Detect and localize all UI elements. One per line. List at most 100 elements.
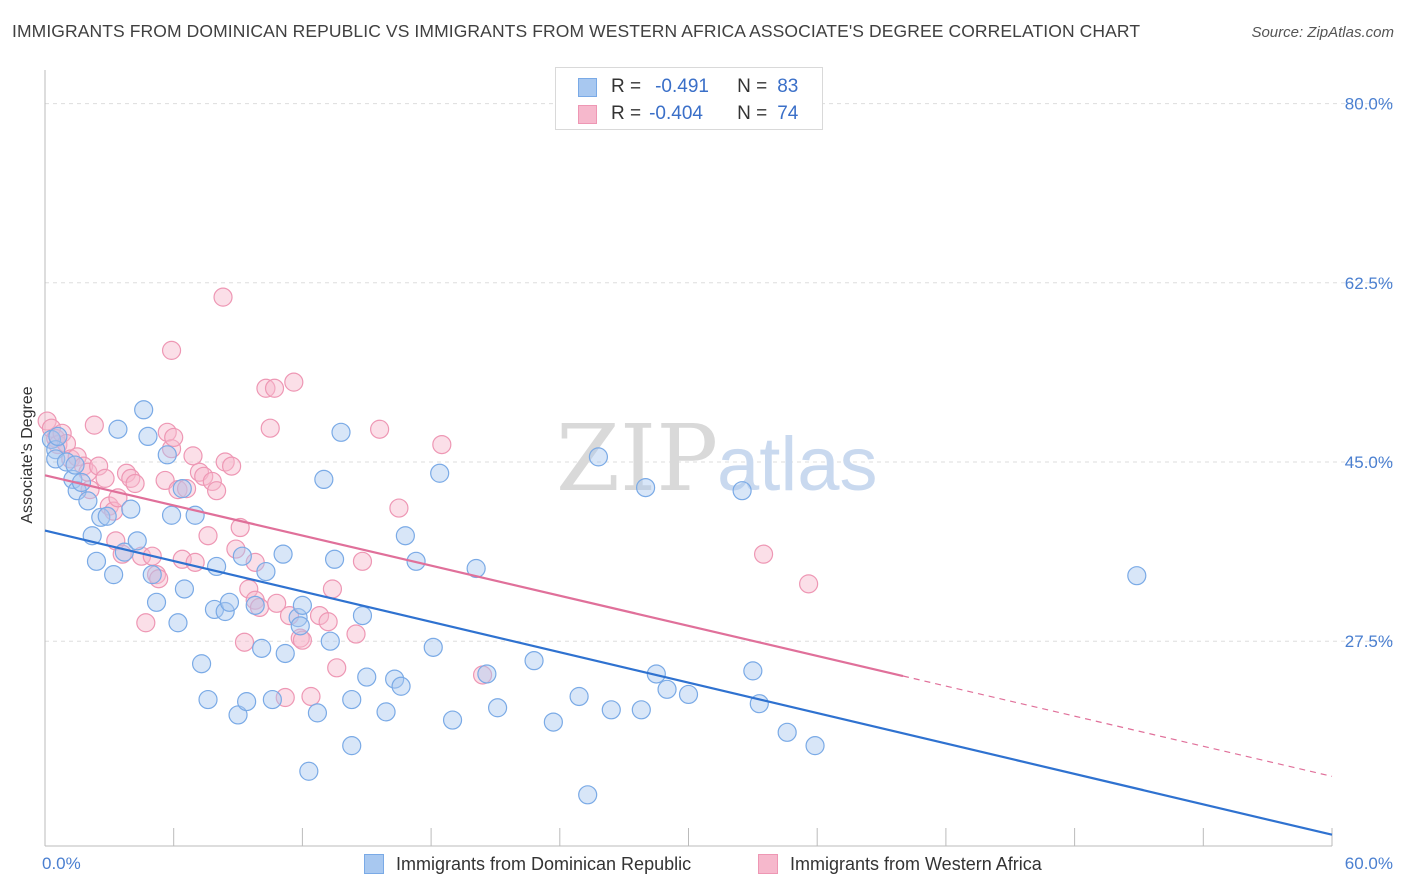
dominican-republic-point xyxy=(273,544,293,564)
dominican-republic-point xyxy=(442,710,463,730)
dominican-republic-point xyxy=(391,676,411,696)
watermark: ZIP atlas xyxy=(556,405,878,512)
western-africa-point xyxy=(136,613,156,633)
dominican-republic-point xyxy=(232,546,252,566)
x-tick-label-max: 60.0% xyxy=(1345,854,1393,873)
dominican-republic-point xyxy=(157,445,177,465)
western-africa-point xyxy=(234,632,255,652)
legend-r-label: R = xyxy=(611,103,642,124)
dominican-republic-point xyxy=(395,526,415,546)
western-africa-point xyxy=(198,526,218,546)
dominican-republic-point xyxy=(743,661,763,681)
dominican-republic-point xyxy=(275,643,295,664)
bottom-legend-swatch-pink xyxy=(758,854,778,874)
western-africa-point xyxy=(327,658,347,678)
western-africa-point xyxy=(239,579,259,599)
dominican-republic-point xyxy=(91,507,111,527)
legend-r-value: -0.491 xyxy=(655,76,709,97)
western-africa-point xyxy=(264,378,285,398)
dominican-republic-point xyxy=(146,592,167,612)
dominican-republic-point xyxy=(578,785,598,805)
western-africa-point xyxy=(284,372,304,392)
watermark-zip: ZIP xyxy=(556,405,718,512)
western-africa-trend-extension xyxy=(902,675,1333,777)
western-africa-point xyxy=(389,498,409,518)
dominican-republic-point xyxy=(631,700,651,720)
western-africa-point xyxy=(161,340,182,360)
dominican-republic-point xyxy=(228,705,248,725)
dominican-republic-point xyxy=(320,631,340,651)
trend-lines xyxy=(44,474,1333,836)
dominican-republic-point xyxy=(543,712,563,732)
dominican-republic-point xyxy=(65,455,85,475)
western-africa-point xyxy=(207,481,227,501)
dominican-republic-point xyxy=(97,506,117,526)
y-tick-label: 80.0% xyxy=(1345,95,1393,114)
western-africa-point xyxy=(318,612,338,632)
dominican-republic-point xyxy=(524,651,544,671)
dominican-republic-point xyxy=(657,679,677,699)
legend-swatch-blue xyxy=(578,77,597,97)
dominican-republic-point xyxy=(215,601,235,622)
western-africa-point xyxy=(753,544,774,564)
western-africa-point xyxy=(346,624,366,644)
western-africa-point xyxy=(155,470,175,491)
dominican-republic-point xyxy=(48,426,68,446)
watermark-atlas: atlas xyxy=(717,422,878,507)
dominican-republic-point xyxy=(324,549,345,569)
dominican-trend-line xyxy=(44,529,1333,836)
dominican-republic-point xyxy=(487,698,508,718)
dominican-republic-point xyxy=(342,736,362,756)
dominican-republic-point xyxy=(219,592,240,612)
legend-r-label: R = xyxy=(611,76,642,97)
legend-n-label: N = xyxy=(737,76,768,97)
dominican-republic-point xyxy=(477,664,497,684)
western-africa-point xyxy=(176,479,197,499)
dominican-republic-point xyxy=(342,689,362,710)
dominican-republic-point xyxy=(127,531,147,551)
bottom-legend-swatch-blue xyxy=(364,854,384,874)
source-label: Source: ZipAtlas.com xyxy=(1251,24,1394,41)
western-africa-point xyxy=(292,630,312,650)
legend-r-value: -0.404 xyxy=(649,103,703,124)
western-africa-point xyxy=(89,456,109,476)
western-africa-point xyxy=(222,456,242,476)
western-africa-trend-line xyxy=(44,474,904,678)
western-africa-point xyxy=(164,427,184,448)
y-axis-tick-labels: 27.5% 45.0% 62.5% 80.0% xyxy=(1345,95,1393,652)
western-africa-point xyxy=(301,686,321,707)
legend-row-dominican: R = -0.491 N = 83 xyxy=(578,76,798,98)
legend-n-value: 74 xyxy=(777,103,799,124)
western-africa-points xyxy=(37,287,819,708)
dominican-republic-point xyxy=(256,561,276,582)
dominican-republic-point xyxy=(805,736,825,756)
dominican-republic-point xyxy=(466,558,486,579)
dominican-republic-point xyxy=(78,491,98,511)
dominican-republic-point xyxy=(376,702,396,722)
dominican-republic-point xyxy=(168,613,188,633)
western-africa-point xyxy=(267,593,287,613)
chart-title: IMMIGRANTS FROM DOMINICAN REPUBLIC VS IM… xyxy=(12,21,1141,41)
western-africa-point xyxy=(352,551,373,571)
bottom-legend-label-dominican: Immigrants from Dominican Republic xyxy=(396,853,692,874)
dominican-republic-point xyxy=(245,595,265,615)
dominican-republic-point xyxy=(601,700,621,720)
dominican-republic-point xyxy=(191,654,212,674)
bottom-legend-western-africa: Immigrants from Western Africa xyxy=(758,852,1042,876)
dominican-republic-point xyxy=(292,595,312,615)
dominican-republic-point xyxy=(430,463,450,483)
dominican-republic-point xyxy=(299,761,319,781)
western-africa-point xyxy=(95,468,115,488)
dominican-republic-point xyxy=(198,689,218,710)
western-africa-point xyxy=(125,473,145,494)
western-africa-point xyxy=(799,574,819,594)
correlation-legend: R = -0.491 N = 83 R = -0.404 N = 74 xyxy=(555,67,823,130)
dominican-republic-point xyxy=(569,686,589,707)
dominican-republic-point xyxy=(678,684,699,705)
y-tick-label: 45.0% xyxy=(1345,453,1393,472)
dominican-republic-point xyxy=(174,579,195,599)
dominican-republic-point xyxy=(142,565,162,585)
dominican-republic-point xyxy=(423,637,443,657)
dominican-republic-point xyxy=(314,469,334,490)
dominican-republic-point xyxy=(262,689,282,710)
